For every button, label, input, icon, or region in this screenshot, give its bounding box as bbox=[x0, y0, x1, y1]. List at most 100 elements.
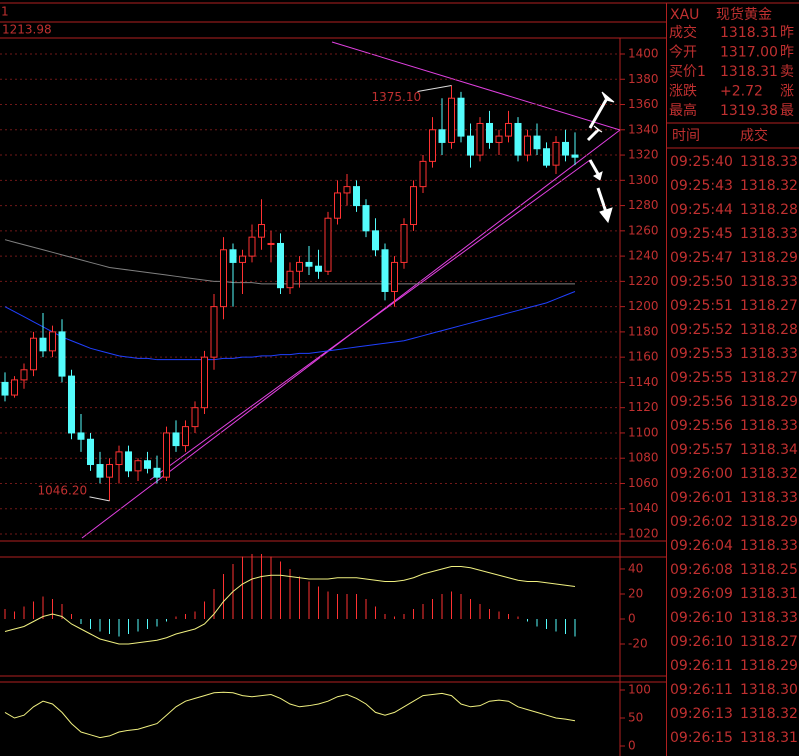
y-tick-label: -20 bbox=[628, 637, 648, 651]
candle-body bbox=[334, 192, 341, 219]
candle-body bbox=[286, 270, 294, 289]
candle-body bbox=[400, 224, 408, 263]
corner-label: 1 bbox=[1, 5, 9, 19]
tick-price: 1318.30 bbox=[740, 682, 798, 698]
y-tick-label: 1140 bbox=[628, 375, 659, 389]
candle-body bbox=[543, 148, 550, 166]
y-tick-label: 1100 bbox=[628, 425, 659, 439]
tick-time: 09:26:11 bbox=[670, 682, 733, 698]
quote-label: 买价1 bbox=[669, 64, 706, 80]
y-tick-label: 1060 bbox=[628, 476, 659, 490]
candle-body bbox=[486, 122, 493, 143]
quote-value: 1318.31 bbox=[720, 25, 778, 41]
tick-price: 1318.33 bbox=[740, 418, 798, 434]
candle-body bbox=[267, 242, 275, 245]
y-tick-label: 1160 bbox=[628, 350, 659, 364]
candle-body bbox=[68, 375, 75, 434]
column-header: 成交 bbox=[740, 127, 768, 144]
y-tick-label: 1020 bbox=[628, 527, 659, 541]
tick-time: 09:26:15 bbox=[670, 730, 733, 746]
tick-time: 09:25:53 bbox=[670, 346, 733, 362]
candle-body bbox=[457, 97, 465, 137]
quote-label: 最高 bbox=[669, 102, 697, 119]
column-header: 时间 bbox=[672, 128, 700, 144]
tick-price: 1318.32 bbox=[740, 466, 798, 482]
y-tick-label: 1360 bbox=[628, 97, 659, 111]
candle-body bbox=[220, 249, 227, 308]
candle-body bbox=[49, 331, 56, 352]
trendlines bbox=[81, 41, 621, 539]
candle-body bbox=[362, 205, 370, 232]
tick-price: 1318.27 bbox=[740, 298, 798, 314]
tick-time: 09:26:09 bbox=[670, 586, 733, 602]
tick-price: 1318.33 bbox=[740, 346, 798, 362]
annotation-line bbox=[89, 496, 110, 502]
candle-body bbox=[296, 261, 303, 272]
tick-price: 1318.28 bbox=[740, 202, 798, 218]
candle-body bbox=[305, 261, 313, 267]
arrows bbox=[586, 91, 615, 224]
candle-body bbox=[201, 356, 208, 409]
symbol: XAU bbox=[670, 7, 699, 23]
tick-price: 1318.33 bbox=[740, 274, 798, 290]
candle-body bbox=[258, 224, 265, 238]
tick-time: 09:26:13 bbox=[670, 706, 733, 722]
quote-label: 卖 bbox=[780, 64, 794, 80]
annotation-line bbox=[417, 84, 452, 92]
candle-body bbox=[448, 97, 455, 143]
candle-body bbox=[391, 261, 398, 292]
tick-time: 09:26:10 bbox=[670, 610, 733, 626]
tick-price: 1318.32 bbox=[740, 706, 798, 722]
y-tick-label: 1120 bbox=[628, 400, 659, 414]
tick-time: 09:25:52 bbox=[670, 322, 733, 338]
candle-body bbox=[429, 129, 436, 162]
quote-value: +2.72 bbox=[720, 84, 763, 100]
candle-body bbox=[505, 122, 512, 137]
candle-body bbox=[172, 432, 180, 447]
candle-body bbox=[20, 369, 28, 381]
y-tick-label: 100 bbox=[628, 683, 651, 697]
y-tick-label: 1200 bbox=[628, 299, 659, 313]
candle-body bbox=[191, 407, 199, 428]
candle-body bbox=[58, 331, 66, 377]
tick-price: 1318.28 bbox=[740, 322, 798, 338]
tick-price: 1318.33 bbox=[740, 490, 798, 506]
y-tick-label: 1180 bbox=[628, 324, 659, 338]
quote-value: 1318.31 bbox=[720, 64, 778, 80]
instrument-name: 现货黄金 bbox=[716, 6, 772, 23]
tick-time: 09:26:11 bbox=[670, 658, 733, 674]
candle-body bbox=[552, 141, 560, 166]
tick-time: 09:26:01 bbox=[670, 490, 733, 506]
candle-body bbox=[410, 186, 417, 226]
candle-body bbox=[571, 154, 579, 158]
tick-price: 1318.29 bbox=[740, 658, 798, 674]
y-tick-label: 1400 bbox=[628, 47, 659, 61]
candle-body bbox=[343, 186, 351, 194]
candle-body bbox=[30, 337, 37, 371]
tick-price: 1318.27 bbox=[740, 634, 798, 650]
y-tick-label: 1080 bbox=[628, 451, 659, 465]
candle-body bbox=[467, 135, 474, 156]
tick-time: 09:25:51 bbox=[670, 298, 733, 314]
quote-value: 1319.38 bbox=[720, 103, 778, 119]
y-tick-label: 1320 bbox=[628, 148, 659, 162]
quote-value: 1317.00 bbox=[720, 45, 778, 61]
y-tick-label: 1240 bbox=[628, 249, 659, 263]
tick-time: 09:25:45 bbox=[670, 226, 733, 242]
candle-body bbox=[419, 160, 427, 188]
candle-body bbox=[277, 242, 284, 289]
tick-time: 09:25:56 bbox=[670, 394, 733, 410]
candle-body bbox=[372, 230, 379, 251]
candle-body bbox=[106, 464, 113, 478]
candle-body bbox=[96, 464, 104, 478]
candle-body bbox=[324, 217, 332, 272]
candle-body bbox=[1, 381, 9, 396]
y-tick-label: 1220 bbox=[628, 274, 659, 288]
tick-price: 1318.33 bbox=[740, 154, 798, 170]
indicator-line bbox=[4, 291, 576, 361]
quote-label: 涨 bbox=[780, 84, 794, 100]
candle-body bbox=[476, 122, 484, 156]
quote-label: 今开 bbox=[669, 45, 697, 61]
